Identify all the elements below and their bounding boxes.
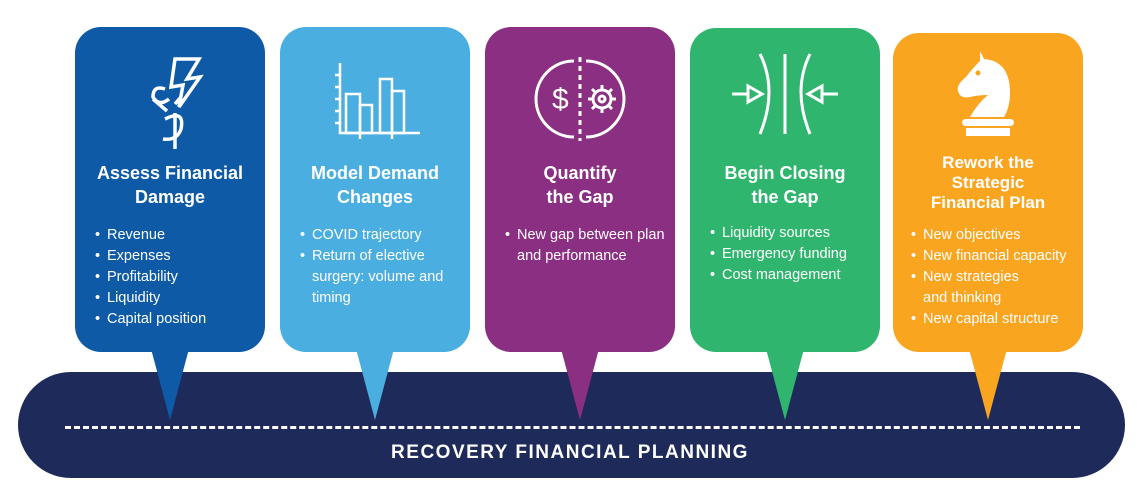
step-title-line: Begin Closing <box>724 163 846 183</box>
list-item: COVID trajectory <box>300 225 462 246</box>
card-pointer <box>150 345 190 420</box>
list-item: Expenses <box>95 246 206 267</box>
list-item: New strategies and thinking <box>911 267 1033 309</box>
step-card-model: Model Demand Changes COVID trajectory Re… <box>280 27 470 352</box>
list-item: New objectives <box>911 225 1093 246</box>
step-title-line: Model Demand <box>310 163 439 183</box>
list-item: Liquidity sources <box>710 223 847 244</box>
list-item: New financial capacity <box>911 246 1093 267</box>
step-title-line: Changes <box>336 187 414 207</box>
dollar-gear-gap-icon: $ <box>485 49 675 141</box>
step-title-line: Strategic <box>951 173 1025 192</box>
list-item: Capital position <box>95 309 206 330</box>
list-item: Emergency funding <box>710 244 847 265</box>
list-item: Liquidity <box>95 288 206 309</box>
card-pointer <box>560 345 600 420</box>
list-item: Profitability <box>95 267 206 288</box>
dashed-divider <box>65 426 1080 429</box>
broken-dollar-lightning-icon <box>75 49 265 149</box>
step-title-line: Quantify <box>543 163 617 183</box>
svg-text:$: $ <box>552 83 569 116</box>
step-card-closing: Begin Closing the Gap Liquidity sources … <box>690 28 880 352</box>
card-pointer <box>765 345 805 420</box>
step-card-assess: Assess Financial Damage Revenue Expenses… <box>75 27 265 352</box>
step-title-line: the Gap <box>751 187 819 207</box>
step-title-line: Rework the <box>942 153 1034 172</box>
list-item: New gap between plan and performance <box>505 225 667 267</box>
closing-gap-arrows-icon <box>690 50 880 140</box>
bar-chart-icon <box>280 49 470 139</box>
list-item: New capital structure <box>911 309 1093 330</box>
list-item: Revenue <box>95 225 206 246</box>
step-title-line: Assess Financial <box>96 163 244 183</box>
recovery-planning-label: RECOVERY FINANCIAL PLANNING <box>391 442 749 463</box>
step-title-line: the Gap <box>546 187 614 207</box>
step-card-rework: Rework the Strategic Financial Plan New … <box>893 33 1083 352</box>
list-item: Return of elective surgery: volume and t… <box>300 246 462 309</box>
card-pointer <box>355 345 395 420</box>
chess-knight-icon <box>893 47 1083 137</box>
list-item: Cost management <box>710 265 847 286</box>
step-title-line: Financial Plan <box>930 193 1046 212</box>
card-pointer <box>968 345 1008 420</box>
step-card-quantify: $ Quantify the Gap New gap between plan … <box>485 27 675 352</box>
step-title-line: Damage <box>134 187 206 207</box>
